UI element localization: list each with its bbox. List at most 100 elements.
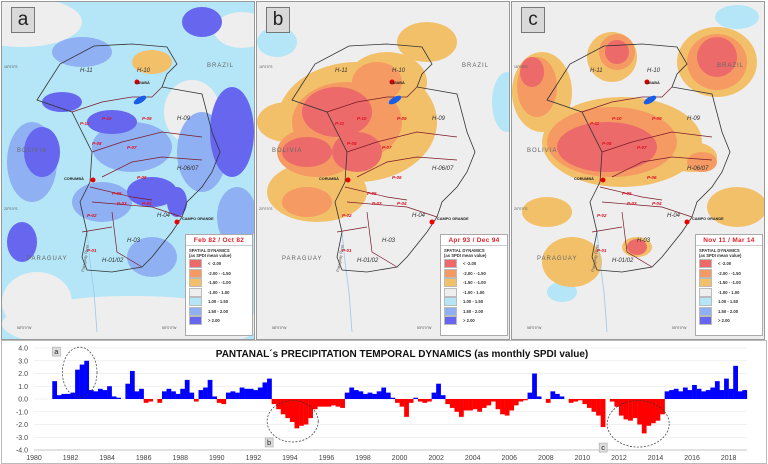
legend-label: -2.00 - -1.50: [463, 270, 486, 276]
spdi-bar: [454, 399, 460, 412]
spdi-bar: [180, 388, 186, 399]
pantanal-subunit-boundary: [111, 211, 143, 268]
city-label: CAMPO GRANDE: [692, 217, 724, 221]
spdi-anomaly-area: [282, 187, 332, 217]
legend-row: < -2.00: [696, 259, 762, 269]
spdi-bar: [116, 397, 122, 399]
spdi-bar: [344, 392, 350, 399]
spdi-bar: [422, 399, 428, 403]
legend-label: < -2.00: [463, 261, 477, 267]
annotation-label: b: [267, 438, 271, 447]
pantanal-subunit-boundary: [591, 226, 623, 233]
spdi-anomaly-area: [72, 182, 132, 222]
legend-row: -1.50 - -1.00: [696, 278, 762, 288]
x-tick-label: 1986: [136, 455, 152, 462]
spdi-bar: [632, 399, 638, 419]
legend-heading: SPATIAL DYNAMICS (as SPDI mean value): [696, 246, 762, 259]
spdi-bar: [500, 399, 505, 415]
spdi-bar: [495, 399, 501, 410]
spdi-anomaly-area: [542, 237, 602, 287]
pantanal-subunit-boundary: [581, 86, 673, 113]
pantanal-unit-label: P-11: [335, 121, 345, 126]
spdi-bar: [413, 397, 419, 399]
chart-title: PANTANAL´s PRECIPITATION TEMPORAL DYNAMI…: [216, 349, 588, 360]
spdi-anomaly-area: [352, 62, 402, 102]
river-label: Paraguay River: [590, 243, 600, 272]
pantanal-unit-label: P-05: [622, 191, 632, 196]
spdi-bar: [609, 399, 615, 402]
coordinate-label: 20°0'0"S: [514, 207, 528, 211]
spdi-bar: [678, 391, 684, 399]
pantanal-unit-label: P-09: [397, 116, 407, 121]
lake: [133, 95, 147, 105]
y-tick-label: -1.0: [16, 409, 28, 416]
spdi-bar: [669, 390, 674, 399]
legend-swatch: [444, 306, 457, 316]
annotation-label: c: [601, 443, 605, 452]
spdi-bar: [225, 392, 231, 399]
pantanal-unit-label: P-03: [627, 201, 637, 206]
map-panel-c: BRAZIL BOLIVIA PARAGUAY CUIABÁ CORUMBÁ CAMPO …: [511, 1, 765, 340]
spdi-bar: [107, 386, 112, 399]
spdi-bar: [363, 393, 368, 399]
river-label: Paraguay River: [80, 243, 90, 272]
spdi-bar: [203, 387, 208, 399]
spdi-bar: [404, 399, 409, 417]
legend-row: < -2.00: [186, 259, 252, 269]
spdi-bar: [161, 391, 167, 399]
legend-swatch: [189, 306, 202, 316]
spdi-bar: [262, 382, 268, 399]
legend-label: -1.50 - -1.00: [463, 280, 486, 286]
legend-swatch: [699, 297, 712, 307]
legend-swatch: [189, 287, 202, 297]
y-tick-label: -4.0: [16, 448, 28, 455]
spdi-bar: [395, 399, 400, 403]
legend-swatch: [699, 287, 712, 297]
spdi-bar: [340, 399, 345, 408]
spdi-bar: [148, 399, 154, 402]
spdi-bar: [719, 390, 725, 399]
hydro-unit-label: H-04: [157, 213, 171, 219]
spdi-bar: [193, 399, 199, 402]
spdi-bar: [93, 391, 99, 399]
basin-boundary: [36, 43, 221, 273]
coordinate-label: 16°0'0"S: [259, 65, 273, 69]
pantanal-unit-label: P-08: [92, 141, 102, 146]
spdi-bar: [582, 399, 588, 405]
spdi-bar: [221, 399, 227, 405]
spdi-bar: [436, 383, 441, 399]
spdi-bar: [696, 388, 702, 399]
spdi-bar: [568, 399, 574, 403]
coordinate-label: 20°0'0"S: [4, 207, 18, 211]
hydro-unit-label: H-04: [667, 213, 681, 219]
spdi-anomaly-area: [42, 92, 82, 112]
spdi-bar: [321, 399, 327, 407]
legend-row: -1.50 - -1.00: [441, 278, 507, 288]
y-tick-label: 4.0: [18, 346, 28, 353]
spdi-bar: [728, 388, 734, 399]
city-label: CORUMBÁ: [319, 176, 339, 181]
pantanal-subunit-boundary: [91, 131, 203, 153]
spdi-bar: [70, 392, 76, 399]
spdi-bar: [171, 391, 176, 399]
coordinate-label: 58°0'0"W: [527, 326, 542, 330]
pantanal-unit-label: P-08: [347, 141, 357, 146]
country-label: BOLIVIA: [527, 148, 557, 154]
spdi-bar: [157, 399, 163, 403]
x-tick-label: 1992: [246, 455, 262, 462]
city-marker: [345, 177, 351, 183]
spdi-bar: [303, 399, 309, 425]
spdi-bar: [367, 392, 373, 399]
spdi-bar: [600, 399, 606, 428]
pantanal-unit-label: P-02: [342, 213, 352, 218]
annotation-tag: [52, 346, 61, 357]
city-marker: [600, 177, 606, 183]
legend-label: 1.00 - 1.50: [463, 299, 484, 305]
legend-row: 1.00 - 1.50: [696, 297, 762, 307]
spdi-bar: [184, 379, 190, 399]
spdi-bar: [687, 390, 693, 399]
spdi-anomaly-area: [167, 187, 187, 217]
x-tick-label: 1988: [172, 455, 188, 462]
legend-label: -1.00 - 1.00: [208, 289, 230, 295]
